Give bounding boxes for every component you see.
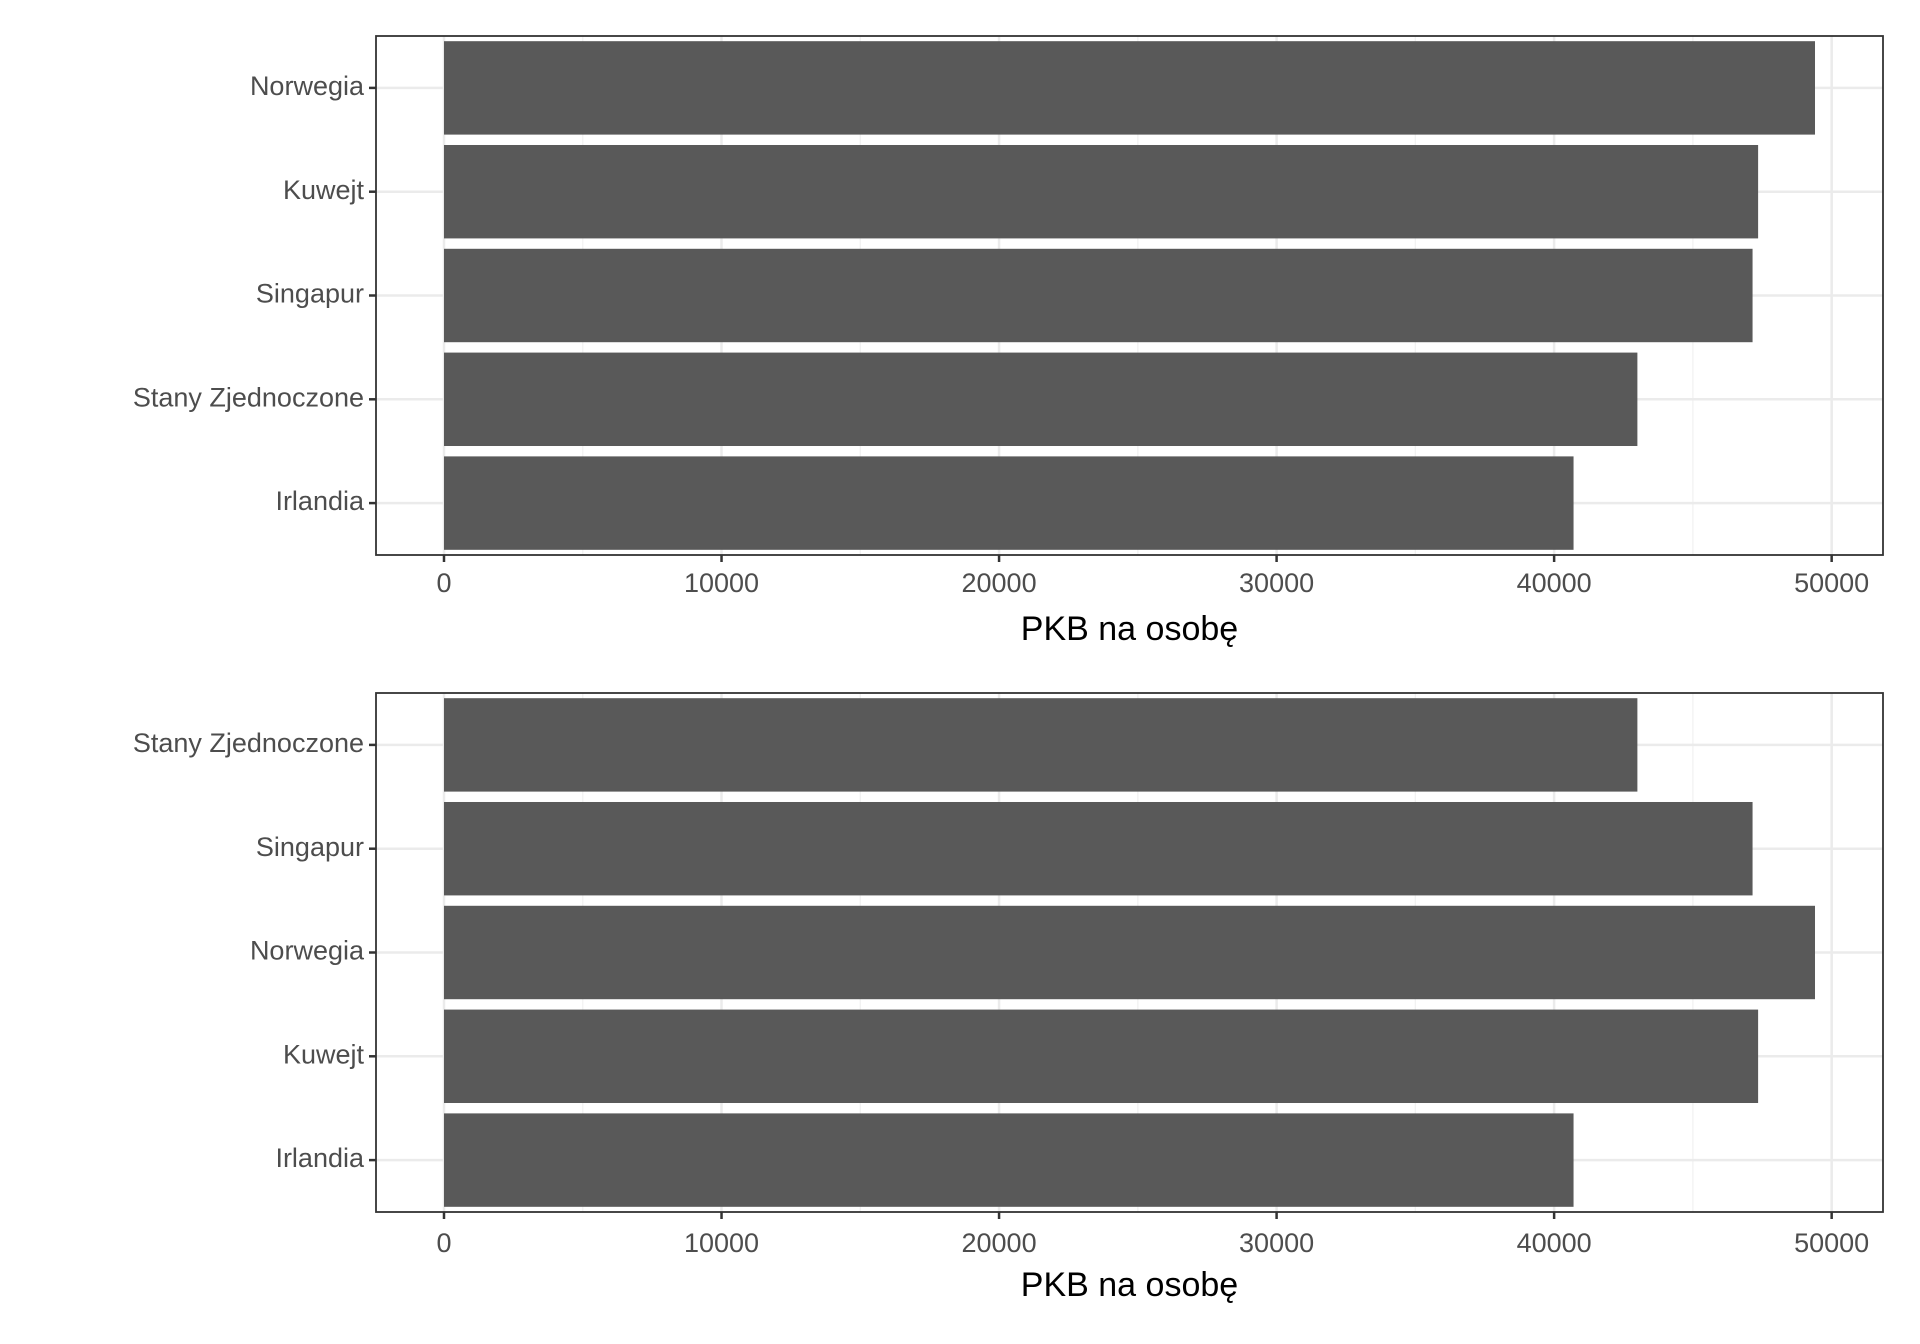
bar: [443, 248, 1753, 343]
x-tick-label: 50000: [1794, 568, 1869, 598]
x-tick-label: 40000: [1517, 1228, 1592, 1258]
bar: [443, 144, 1759, 239]
y-tick-label: Kuwejt: [283, 175, 365, 205]
x-tick-label: 10000: [684, 1228, 759, 1258]
bar: [443, 41, 1816, 135]
x-tick-label: 20000: [962, 568, 1037, 598]
x-tick-label: 0: [436, 568, 451, 598]
bar: [443, 1113, 1574, 1207]
y-tick-label: Norwegia: [250, 936, 365, 966]
x-tick-label: 50000: [1794, 1228, 1869, 1258]
y-tick-label: Stany Zjednoczone: [133, 728, 364, 758]
x-tick-label: 10000: [684, 568, 759, 598]
y-tick-label: Irlandia: [275, 486, 365, 516]
x-tick-label: 30000: [1239, 1228, 1314, 1258]
x-tick-label: 20000: [962, 1228, 1037, 1258]
y-tick-label: Irlandia: [275, 1143, 365, 1173]
bar: [443, 1009, 1759, 1104]
bar: [443, 905, 1816, 1000]
bar: [443, 801, 1753, 896]
panel-border: [375, 692, 1884, 1213]
x-tick-label: 40000: [1517, 568, 1592, 598]
bar: [443, 456, 1574, 550]
x-tick-label: 30000: [1239, 568, 1314, 598]
y-tick-label: Kuwejt: [283, 1039, 365, 1069]
bar: [443, 698, 1638, 792]
panel-border: [375, 35, 1884, 556]
x-tick-label: 0: [436, 1228, 451, 1258]
y-tick-label: Stany Zjednoczone: [133, 382, 364, 412]
bar: [443, 352, 1638, 447]
y-tick-label: Singapur: [256, 279, 364, 309]
x-axis-title: PKB na osobę: [1021, 610, 1238, 648]
y-tick-label: Singapur: [256, 832, 364, 862]
x-axis-title: PKB na osobę: [1021, 1266, 1238, 1304]
y-tick-label: Norwegia: [250, 71, 365, 101]
